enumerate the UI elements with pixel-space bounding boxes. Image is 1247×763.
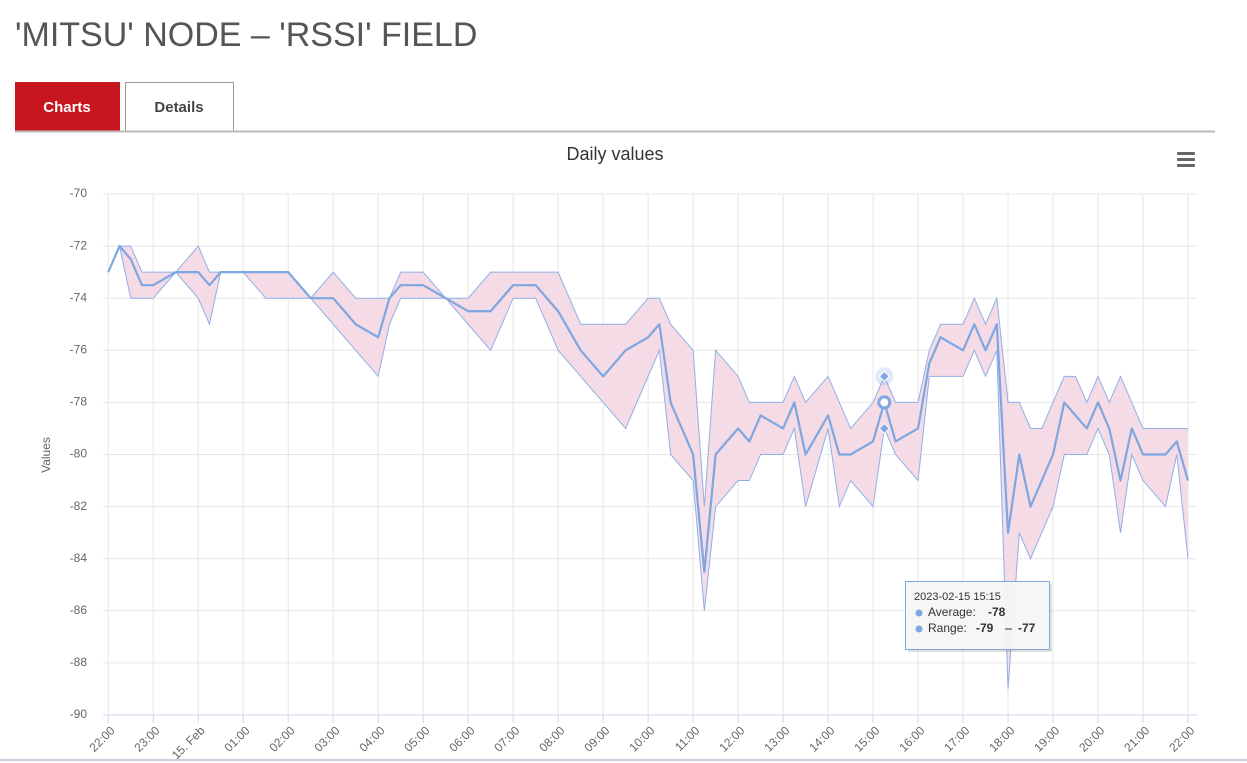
y-tick-label: -72 bbox=[70, 238, 88, 252]
x-tick-label: 03:00 bbox=[311, 723, 342, 754]
menu-bar bbox=[1177, 152, 1195, 155]
tooltip-label: Average: bbox=[928, 605, 976, 619]
x-tick-label: 13:00 bbox=[761, 723, 792, 754]
range-low-line bbox=[107, 244, 1189, 689]
chart-title: Daily values bbox=[566, 144, 663, 164]
y-tick-label: -86 bbox=[70, 603, 88, 617]
y-tick-label: -74 bbox=[70, 290, 88, 304]
menu-bar bbox=[1177, 164, 1195, 167]
tooltip-dot bbox=[915, 625, 923, 633]
tooltip-dot bbox=[915, 609, 923, 617]
x-tick-label: 11:00 bbox=[672, 723, 703, 754]
tooltip: 2023-02-15 15:15 Average: -78 Range: -79 -77 bbox=[905, 581, 1052, 652]
y-tick-label: -76 bbox=[70, 342, 88, 356]
x-tick-label: 14:00 bbox=[806, 723, 837, 754]
x-tick-label: 07:00 bbox=[491, 723, 522, 754]
x-tick-label: 16:00 bbox=[896, 723, 927, 754]
x-tick-label: 15:00 bbox=[851, 723, 882, 754]
tooltip-label: Range: bbox=[928, 621, 967, 635]
x-tick-label: 10:00 bbox=[626, 723, 657, 754]
x-tick-label: 08:00 bbox=[536, 723, 567, 754]
tab-label[interactable]: Details bbox=[154, 99, 203, 116]
x-tick-label: 06:00 bbox=[446, 723, 477, 754]
y-tick-label: -90 bbox=[70, 707, 88, 721]
tooltip-value: -78 bbox=[988, 605, 1006, 619]
menu-bar bbox=[1177, 158, 1195, 161]
range-area bbox=[108, 246, 1189, 689]
x-tick-label: 09:00 bbox=[581, 723, 612, 754]
page-title: 'MITSU' NODE – 'RSSI' FIELD bbox=[15, 16, 477, 54]
x-tick-label: 22:00 bbox=[1166, 723, 1197, 754]
tooltip-title: 2023-02-15 15:15 bbox=[914, 591, 1001, 603]
x-tick-label: 22:00 bbox=[86, 723, 117, 754]
tooltip-value: -79 bbox=[976, 621, 994, 635]
menu-button[interactable] bbox=[1177, 152, 1195, 167]
y-tick-label: -80 bbox=[70, 447, 88, 461]
x-tick-label: 21:00 bbox=[1121, 723, 1152, 754]
y-tick-label: -88 bbox=[70, 655, 88, 669]
x-tick-label: 02:00 bbox=[266, 723, 297, 754]
tab-label[interactable]: Charts bbox=[43, 99, 91, 116]
x-tick-label: 17:00 bbox=[941, 723, 972, 754]
x-tick-label: 20:00 bbox=[1076, 723, 1107, 754]
x-tick-label: 05:00 bbox=[401, 723, 432, 754]
average-line bbox=[107, 245, 1190, 573]
hover-range-marker bbox=[878, 422, 891, 435]
x-tick-label: 12:00 bbox=[716, 723, 747, 754]
tab-details[interactable] bbox=[125, 82, 234, 132]
y-axis-label: Values bbox=[39, 437, 53, 473]
x-tick-label: 18:00 bbox=[986, 723, 1017, 754]
x-tick-label: 23:00 bbox=[131, 723, 162, 754]
x-tick-label: 04:00 bbox=[356, 723, 387, 754]
tooltip-box bbox=[905, 581, 1050, 650]
tab-charts[interactable] bbox=[15, 82, 120, 131]
y-tick-label: -84 bbox=[70, 551, 88, 565]
y-tick-label: -78 bbox=[70, 395, 88, 409]
tooltip-value: -77 bbox=[1018, 621, 1036, 635]
hover-average-marker bbox=[877, 395, 892, 410]
y-tick-label: -82 bbox=[70, 499, 88, 513]
x-tick-label: 19:00 bbox=[1031, 723, 1062, 754]
hover-range-marker bbox=[878, 370, 891, 383]
y-tick-label: -70 bbox=[70, 186, 88, 200]
x-tick-label: 01:00 bbox=[221, 723, 252, 754]
x-tick-label: 15. Feb bbox=[169, 723, 208, 762]
